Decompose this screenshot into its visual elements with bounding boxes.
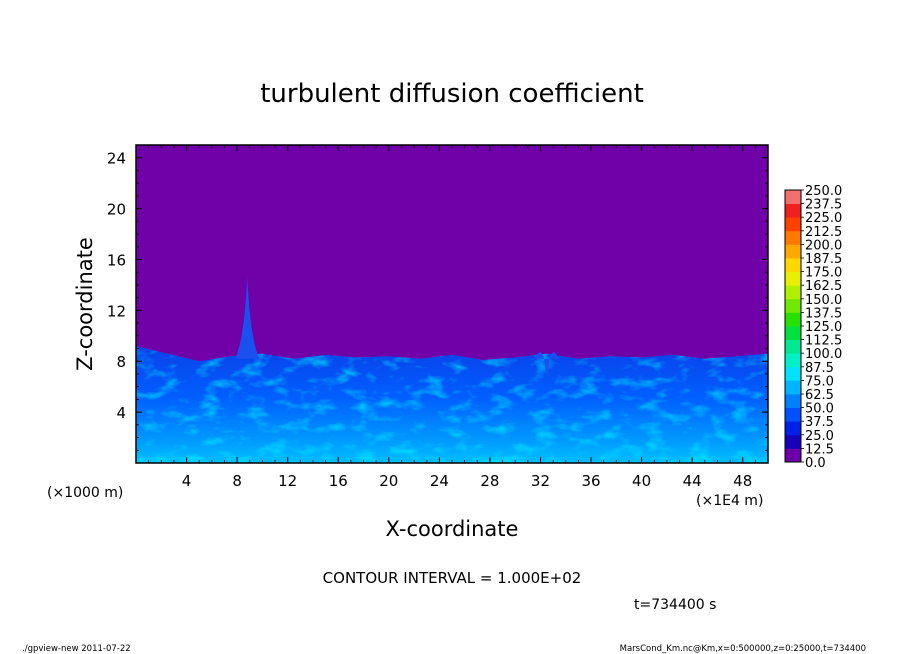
colorbar-label: 225.0 [805, 211, 842, 226]
y-tick-label: 12 [107, 302, 126, 320]
colorbar-swatch [785, 434, 801, 449]
colorbar: 0.012.525.037.550.062.575.087.5100.0112.… [784, 184, 842, 471]
colorbar-label: 162.5 [805, 279, 842, 294]
x-axis-label: X-coordinate [386, 517, 519, 541]
colorbar-swatch [785, 421, 801, 436]
colorbar-label: 237.5 [805, 198, 842, 213]
y-tick-label: 24 [107, 150, 126, 168]
colorbar-label: 62.5 [805, 388, 834, 403]
colorbar-swatch [785, 448, 801, 463]
colorbar-swatch [785, 217, 801, 232]
contour-interval: CONTOUR INTERVAL = 1.000E+02 [323, 569, 582, 587]
colorbar-label: 87.5 [805, 361, 834, 376]
colorbar-label: 50.0 [805, 402, 834, 417]
y-axis-label: Z-coordinate [73, 237, 97, 371]
colorbar-label: 125.0 [805, 320, 842, 335]
colorbar-swatch [785, 271, 801, 286]
x-tick-label: 48 [733, 472, 752, 490]
x-tick-label: 40 [632, 472, 651, 490]
x-tick-label: 20 [379, 472, 398, 490]
colorbar-label: 75.0 [805, 374, 834, 389]
colorbar-label: 25.0 [805, 429, 834, 444]
colorbar-label: 12.5 [805, 442, 834, 457]
x-tick-label: 44 [683, 472, 702, 490]
colorbar-swatch [785, 203, 801, 218]
x-tick-label: 36 [581, 472, 600, 490]
y-unit-label: (×1000 m) [47, 485, 123, 501]
colorbar-label: 100.0 [805, 347, 842, 362]
colorbar-swatch [785, 339, 801, 354]
colorbar-swatch [785, 353, 801, 368]
footer-right: MarsCond_Km.nc@Km,x=0:500000,z=0:25000,t… [620, 644, 866, 654]
colorbar-swatch [785, 244, 801, 259]
x-tick-label: 28 [480, 472, 499, 490]
y-tick-label: 8 [116, 353, 126, 371]
colorbar-swatch [785, 258, 801, 272]
footer-left: ./gpview-new 2011-07-22 [22, 644, 131, 654]
colorbar-label: 187.5 [805, 252, 842, 267]
colorbar-swatch [785, 394, 801, 408]
colorbar-swatch [785, 230, 801, 245]
colorbar-label: 250.0 [805, 184, 842, 199]
x-tick-label: 12 [278, 472, 297, 490]
colorbar-label: 112.5 [805, 334, 842, 349]
colorbar-label: 200.0 [805, 238, 842, 253]
colorbar-swatch [785, 380, 801, 395]
x-tick-label: 4 [182, 472, 192, 490]
colorbar-label: 212.5 [805, 225, 842, 240]
x-tick-label: 32 [531, 472, 550, 490]
colorbar-label: 0.0 [805, 456, 826, 471]
colorbar-label: 137.5 [805, 306, 842, 321]
colorbar-swatch [785, 407, 801, 422]
colorbar-swatch [785, 190, 801, 204]
y-tick-label: 20 [107, 201, 126, 219]
plume-2 [534, 352, 559, 381]
plume-1 [235, 277, 260, 359]
colorbar-swatch [785, 285, 801, 300]
x-unit-label: (×1E4 m) [696, 493, 763, 509]
colorbar-swatch [785, 298, 801, 313]
colorbar-label: 150.0 [805, 293, 842, 308]
y-tick-label: 16 [107, 251, 126, 269]
y-tick-label: 4 [116, 404, 126, 422]
chart-title: turbulent diffusion coefficient [260, 79, 644, 109]
colorbar-swatch [785, 312, 801, 327]
plot-area [136, 145, 768, 463]
colorbar-swatch [785, 366, 801, 381]
x-tick-label: 24 [430, 472, 449, 490]
colorbar-swatch [785, 326, 801, 340]
turbulent-layer-texture [136, 346, 768, 463]
colorbar-label: 37.5 [805, 415, 834, 430]
colorbar-label: 175.0 [805, 266, 842, 281]
time-label: t=734400 s [634, 597, 716, 613]
x-tick-label: 8 [232, 472, 242, 490]
x-tick-label: 16 [329, 472, 348, 490]
